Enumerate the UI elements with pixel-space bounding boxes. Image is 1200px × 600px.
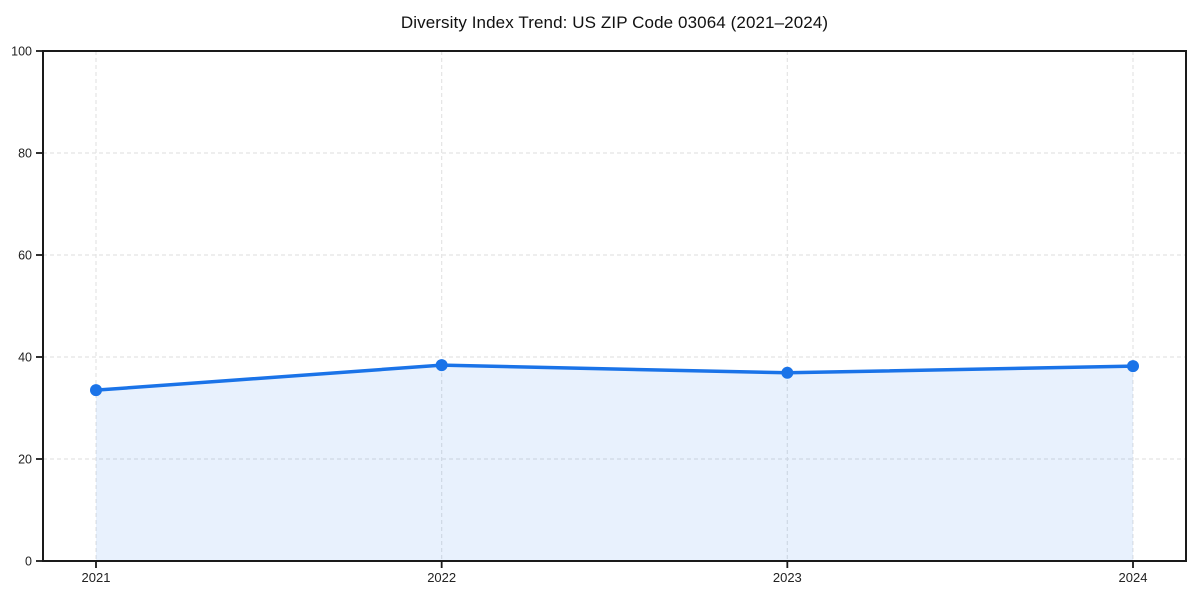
- data-point-2024: [1127, 360, 1139, 373]
- data-point-2022: [435, 359, 448, 372]
- trend-line: [94, 363, 1135, 392]
- data-point-2023: [781, 366, 794, 379]
- x-tick-label: 2022: [427, 570, 456, 585]
- y-tick-label: 60: [18, 249, 32, 263]
- x-tick-label: 2024: [1119, 570, 1148, 585]
- y-tick-label: 0: [25, 555, 32, 569]
- x-tick-label: 2023: [773, 570, 802, 585]
- y-tick-label: 40: [18, 351, 32, 365]
- data-point-2021: [90, 384, 102, 397]
- y-tick-label: 100: [11, 45, 32, 59]
- y-tick-label: 80: [18, 147, 32, 161]
- x-tick-label: 2021: [82, 570, 111, 585]
- y-tick-label: 20: [18, 453, 32, 467]
- chart-title: Diversity Index Trend: US ZIP Code 03064…: [400, 13, 829, 32]
- plot-border: [42, 50, 1187, 562]
- area-fill: [96, 365, 1133, 561]
